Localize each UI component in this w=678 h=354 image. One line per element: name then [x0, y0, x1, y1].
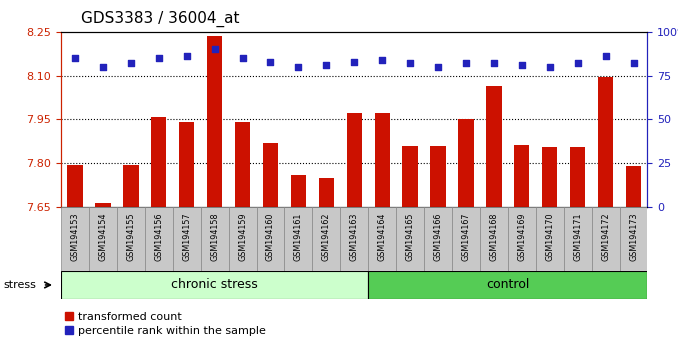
FancyBboxPatch shape [61, 207, 89, 271]
Bar [319, 178, 334, 207]
Bar [207, 36, 222, 207]
Text: GSM194159: GSM194159 [238, 212, 247, 261]
FancyBboxPatch shape [368, 271, 647, 299]
Point [544, 64, 555, 70]
Text: GSM194162: GSM194162 [322, 212, 331, 261]
Point [488, 61, 499, 66]
FancyBboxPatch shape [452, 207, 480, 271]
Bar [151, 118, 166, 207]
FancyBboxPatch shape [145, 207, 173, 271]
Text: GSM194155: GSM194155 [126, 212, 136, 261]
Point [98, 64, 108, 70]
Text: chronic stress: chronic stress [172, 279, 258, 291]
Text: GSM194158: GSM194158 [210, 212, 219, 261]
FancyBboxPatch shape [536, 207, 563, 271]
Bar [542, 147, 557, 207]
Text: GSM194173: GSM194173 [629, 212, 638, 261]
Bar [263, 143, 278, 207]
Text: GSM194168: GSM194168 [490, 212, 498, 261]
Point [293, 64, 304, 70]
Bar [403, 146, 418, 207]
Text: GSM194164: GSM194164 [378, 212, 386, 261]
FancyBboxPatch shape [508, 207, 536, 271]
Text: stress: stress [3, 280, 36, 290]
Point [210, 47, 220, 52]
Point [348, 59, 359, 64]
Text: GSM194157: GSM194157 [182, 212, 191, 261]
Text: GSM194163: GSM194163 [350, 212, 359, 261]
Point [572, 61, 583, 66]
Point [321, 62, 332, 68]
Point [237, 55, 248, 61]
Bar [598, 77, 614, 207]
Bar [458, 119, 474, 207]
Point [153, 55, 164, 61]
Bar [374, 113, 390, 207]
Point [377, 57, 388, 63]
FancyBboxPatch shape [424, 207, 452, 271]
Text: GSM194172: GSM194172 [601, 212, 610, 261]
Text: GSM194161: GSM194161 [294, 212, 303, 261]
Text: GSM194166: GSM194166 [433, 212, 443, 261]
Point [600, 53, 611, 59]
Text: GSM194171: GSM194171 [573, 212, 582, 261]
Point [125, 61, 136, 66]
Point [181, 53, 192, 59]
FancyBboxPatch shape [228, 207, 256, 271]
Bar [486, 86, 502, 207]
Bar [626, 166, 641, 207]
FancyBboxPatch shape [61, 271, 368, 299]
FancyBboxPatch shape [368, 207, 396, 271]
FancyBboxPatch shape [592, 207, 620, 271]
Bar [123, 165, 138, 207]
Bar [67, 165, 83, 207]
Bar [431, 146, 445, 207]
Text: GSM194156: GSM194156 [155, 212, 163, 261]
Bar [179, 122, 195, 207]
FancyBboxPatch shape [480, 207, 508, 271]
Bar [346, 113, 362, 207]
Text: GSM194160: GSM194160 [266, 212, 275, 261]
FancyBboxPatch shape [563, 207, 592, 271]
Point [433, 64, 443, 70]
Text: GSM194154: GSM194154 [98, 212, 107, 261]
Point [265, 59, 276, 64]
FancyBboxPatch shape [340, 207, 368, 271]
Text: control: control [486, 279, 530, 291]
Text: GSM194167: GSM194167 [462, 212, 471, 261]
FancyBboxPatch shape [256, 207, 285, 271]
Bar [95, 203, 111, 207]
Bar [514, 145, 530, 207]
FancyBboxPatch shape [173, 207, 201, 271]
FancyBboxPatch shape [285, 207, 313, 271]
Text: GSM194170: GSM194170 [545, 212, 554, 261]
Point [70, 55, 81, 61]
FancyBboxPatch shape [313, 207, 340, 271]
FancyBboxPatch shape [89, 207, 117, 271]
Legend: transformed count, percentile rank within the sample: transformed count, percentile rank withi… [66, 312, 266, 336]
Point [517, 62, 527, 68]
Point [405, 61, 416, 66]
Text: GSM194153: GSM194153 [71, 212, 79, 261]
FancyBboxPatch shape [117, 207, 145, 271]
Text: GSM194169: GSM194169 [517, 212, 526, 261]
FancyBboxPatch shape [620, 207, 647, 271]
Bar [235, 122, 250, 207]
Text: GDS3383 / 36004_at: GDS3383 / 36004_at [81, 11, 240, 27]
Text: GSM194165: GSM194165 [405, 212, 415, 261]
FancyBboxPatch shape [396, 207, 424, 271]
Point [628, 61, 639, 66]
Bar [570, 147, 585, 207]
Point [460, 61, 471, 66]
Bar [291, 175, 306, 207]
FancyBboxPatch shape [201, 207, 228, 271]
